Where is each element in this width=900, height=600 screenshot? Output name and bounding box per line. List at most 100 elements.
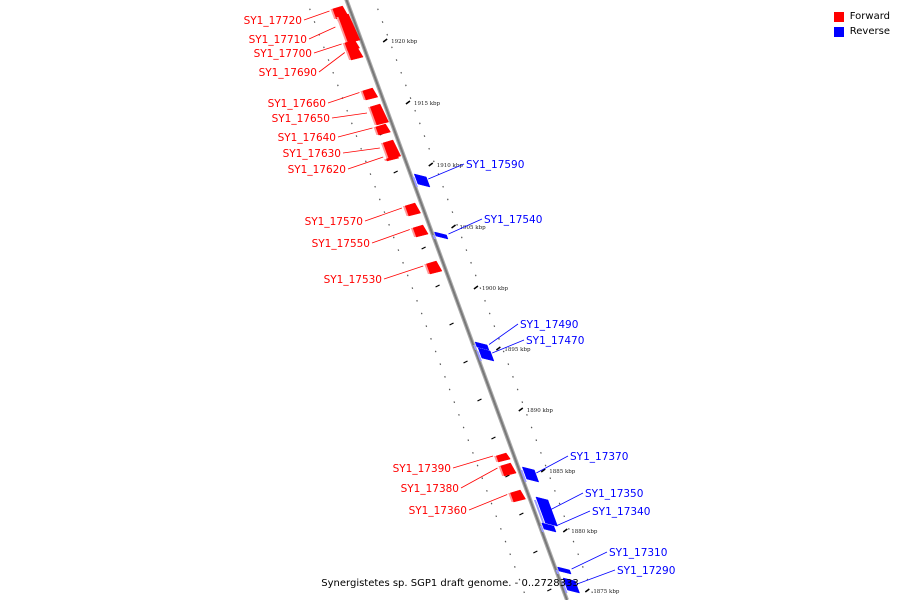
gene-leader-line [318, 52, 346, 73]
gene-leader-line [337, 127, 373, 138]
gene-label: SY1_17570 [305, 216, 363, 228]
gene-label: SY1_17310 [609, 547, 667, 559]
gene-leader-line [371, 229, 410, 244]
gene-label: SY1_17380 [401, 483, 459, 495]
scale-label: 1885 kbp [549, 469, 576, 475]
gene-leader-line [303, 10, 330, 21]
scale-label: 1905 kbp [460, 225, 487, 231]
scale-tick [562, 528, 568, 533]
scale-label: 1915 kbp [414, 101, 441, 107]
gene-leader-line [383, 265, 424, 280]
track-dash [477, 398, 482, 402]
track-dash [519, 512, 524, 516]
gene-label: SY1_17290 [617, 565, 675, 577]
gene-label: SY1_17360 [409, 505, 467, 517]
gene-leader-line [536, 455, 569, 474]
gene-highlight [410, 228, 417, 237]
gene-leader-line [555, 510, 591, 527]
legend-item-forward: Forward [833, 9, 890, 24]
gene-label: SY1_17370 [570, 451, 628, 463]
gene-leader-line [364, 207, 403, 222]
gene-label: SY1_17630 [283, 148, 341, 160]
reverse-gene-glyph [541, 522, 557, 533]
track-dash [393, 170, 398, 174]
gene-leader-line [308, 26, 336, 40]
forward-gene-glyph [347, 47, 364, 61]
gene-label: SY1_17640 [278, 132, 336, 144]
gene-highlight [561, 581, 568, 593]
gene-label: SY1_17350 [585, 488, 643, 500]
track-dash [421, 246, 426, 250]
gene-label: SY1_17710 [249, 34, 307, 46]
gene-label: SY1_17700 [254, 48, 312, 60]
track-dash [533, 550, 538, 554]
gene-label: SY1_17540 [484, 214, 542, 226]
gene-highlight [368, 107, 377, 125]
gene-label: SY1_17470 [526, 335, 584, 347]
gene-highlight [533, 500, 546, 526]
reverse-gene-glyph [413, 173, 431, 188]
reverse-gene-glyph [535, 496, 558, 527]
forward-gene-glyph [404, 202, 421, 217]
gene-label: SY1_17620 [288, 164, 346, 176]
gene-highlight [555, 570, 560, 574]
scale-label: 1920 kbp [391, 39, 418, 45]
gene-leader-line [313, 43, 342, 54]
scale-tick [451, 224, 456, 229]
track-dash [505, 474, 510, 478]
scale-tick [405, 100, 411, 105]
gene-label: SY1_17390 [393, 463, 451, 475]
gene-highlight [402, 206, 409, 216]
gene-highlight [412, 177, 418, 187]
genome-caption: Synergistetes sp. SGP1 draft genome. - 0… [0, 578, 900, 589]
gene-leader-line [342, 147, 380, 154]
gene-label: SY1_17650 [272, 113, 330, 125]
gene-highlight [508, 493, 514, 502]
gene-leader-line [468, 494, 508, 511]
gene-label: SY1_17530 [324, 274, 382, 286]
gene-leader-line [488, 323, 519, 345]
gene-highlight [424, 264, 430, 274]
gene-highlight [330, 9, 337, 19]
gene-highlight [476, 351, 482, 361]
gene-leader-line [460, 467, 498, 489]
scale-tick [473, 285, 479, 290]
caption-text: Synergistetes sp. SGP1 draft genome. - 0… [321, 578, 579, 589]
forward-swatch-icon [833, 11, 844, 22]
gene-highlight [432, 235, 436, 239]
scale-tick [495, 346, 501, 351]
scale-tick [584, 588, 590, 593]
scale-tick [540, 468, 546, 473]
legend: Forward Reverse [833, 9, 890, 39]
legend-item-reverse: Reverse [833, 24, 890, 39]
gene-highlight [473, 345, 477, 350]
gene-leader-line [327, 92, 360, 104]
scale-label: 1895 kbp [504, 347, 531, 353]
gene-leader-line [428, 163, 465, 180]
forward-gene-glyph [500, 462, 517, 477]
gene-highlight [539, 526, 545, 532]
gene-highlight [384, 159, 387, 161]
gene-highlight [520, 470, 527, 482]
scale-label: 1880 kbp [571, 529, 598, 535]
track-dash [449, 322, 454, 326]
track-dash [435, 284, 440, 288]
reverse-gene-glyph [477, 347, 495, 362]
gene-label: SY1_17690 [259, 67, 317, 79]
gene-leader-line [452, 455, 494, 469]
reverse-swatch-icon [833, 26, 844, 37]
scale-label: 1875 kbp [593, 589, 620, 595]
scale-label: 1910 kbp [437, 163, 464, 169]
genome-axis [345, 0, 568, 600]
gene-label: SY1_17590 [466, 159, 524, 171]
legend-label-forward: Forward [849, 11, 890, 22]
track-dash [463, 360, 468, 364]
reverse-gene-glyph [474, 341, 490, 351]
gene-leader-line [347, 156, 384, 170]
forward-gene-glyph [338, 13, 361, 44]
scale-label: 1900 kbp [482, 286, 509, 292]
gene-leader-line [448, 218, 483, 235]
gene-leader-line [492, 339, 525, 354]
gene-label: SY1_17720 [244, 15, 302, 27]
